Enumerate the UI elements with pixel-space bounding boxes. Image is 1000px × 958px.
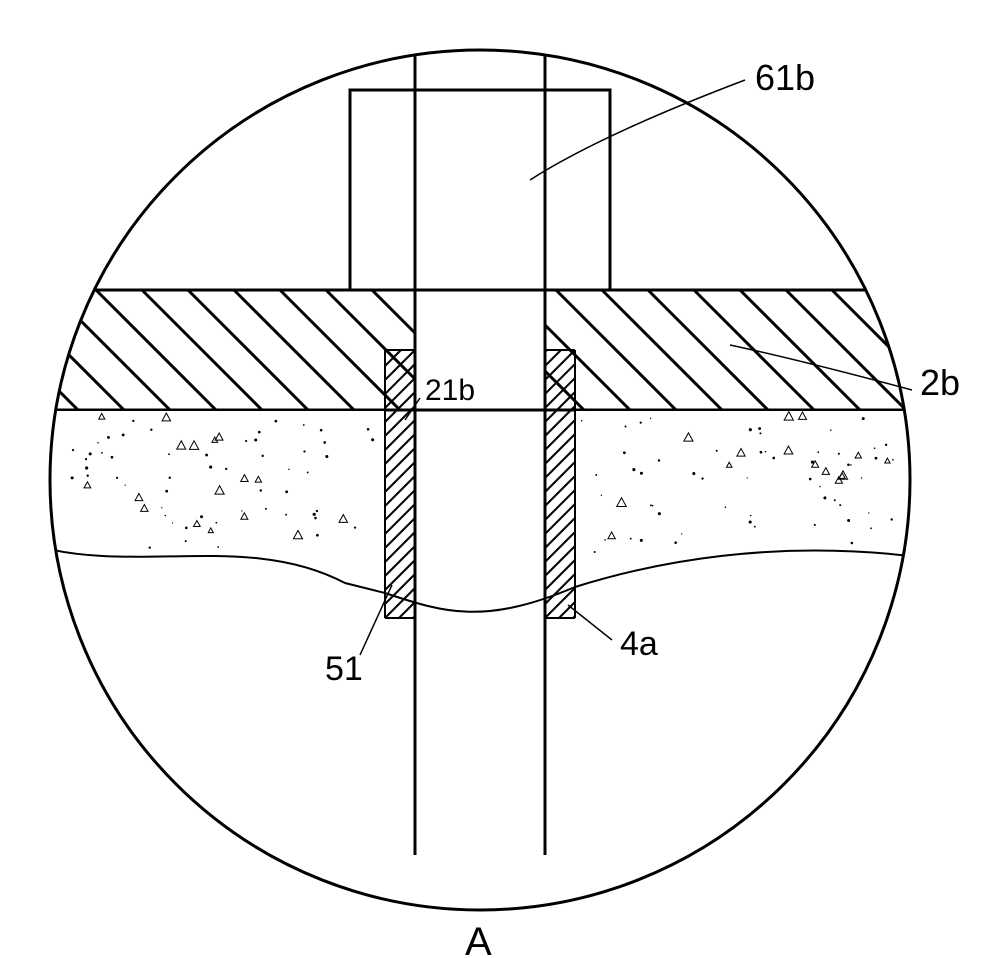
svg-text:A: A: [465, 920, 492, 958]
svg-text:51: 51: [325, 650, 363, 688]
svg-text:61b: 61b: [755, 57, 815, 98]
svg-text:21b: 21b: [425, 374, 475, 407]
svg-text:2b: 2b: [920, 362, 960, 403]
svg-text:4a: 4a: [620, 625, 658, 663]
